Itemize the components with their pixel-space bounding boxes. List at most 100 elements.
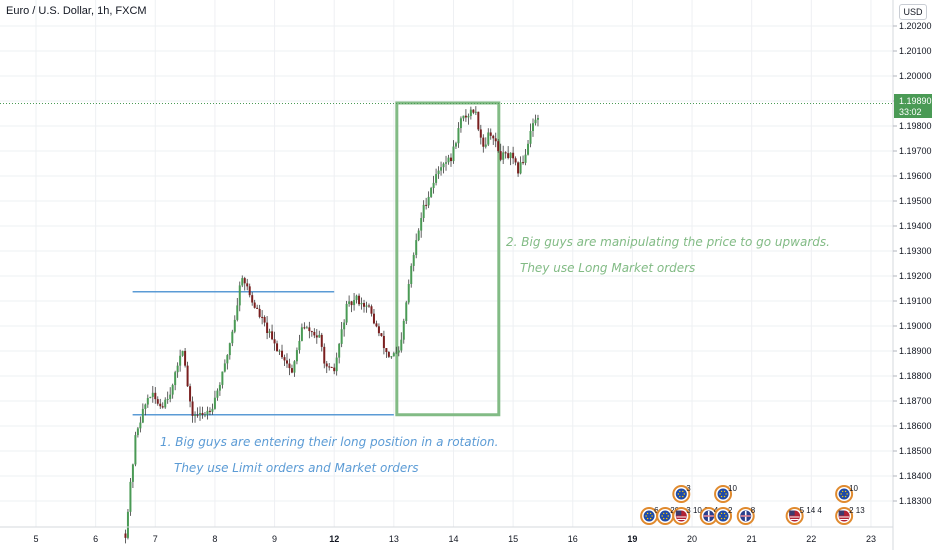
x-tick-label: 22 xyxy=(806,534,816,544)
eu-flag-star xyxy=(666,512,668,515)
eu-flag-star xyxy=(679,495,681,498)
candle-body xyxy=(253,302,256,308)
x-tick-label: 7 xyxy=(153,534,158,544)
x-tick-label: 15 xyxy=(508,534,518,544)
y-tick-label: 1.19500 xyxy=(899,196,932,206)
candle-body xyxy=(310,331,313,333)
eu-flag-star xyxy=(663,512,665,515)
event-marker-eu[interactable]: 10 xyxy=(835,484,859,503)
candle-body xyxy=(126,511,129,538)
event-marker-eu[interactable]: 3 xyxy=(672,484,691,503)
x-tick-label: 5 xyxy=(33,534,38,544)
eu-flag-icon xyxy=(717,510,729,522)
candle-body xyxy=(353,299,356,306)
axes xyxy=(0,0,894,550)
eu-flag-star xyxy=(719,493,721,495)
candle-body xyxy=(223,363,226,372)
event-count: 10 xyxy=(728,484,737,493)
eu-flag-star xyxy=(719,515,721,517)
candle-body xyxy=(405,302,408,321)
candle-body xyxy=(390,356,393,358)
event-marker-us[interactable]: 5 14 4 xyxy=(785,506,823,525)
candle-body xyxy=(213,397,216,409)
candle-body xyxy=(536,118,539,120)
y-tick-label: 1.19400 xyxy=(899,221,932,231)
y-tick-label: 1.20100 xyxy=(899,46,932,56)
candle-body xyxy=(422,204,425,219)
candle-body xyxy=(164,399,167,408)
candle-body xyxy=(201,413,204,415)
candle-body xyxy=(154,392,157,400)
event-count: 3 10 8 xyxy=(686,506,709,515)
event-marker-us[interactable]: 3 10 8 xyxy=(672,506,709,525)
candle-body xyxy=(457,128,460,144)
candle-body xyxy=(199,413,202,416)
candle-body xyxy=(166,398,169,400)
candle-body xyxy=(507,153,510,158)
us-flag-canton xyxy=(838,510,845,516)
candle-body xyxy=(295,350,298,362)
x-tick-label: 14 xyxy=(448,534,458,544)
candle-body xyxy=(519,162,522,174)
candle-body xyxy=(534,119,537,124)
event-marker-uk[interactable]: 8 xyxy=(736,506,756,525)
candle-body xyxy=(290,368,293,373)
candle-body xyxy=(149,396,152,399)
event-marker-eu[interactable]: 6 xyxy=(640,506,659,525)
y-tick-label: 1.19300 xyxy=(899,246,932,256)
eu-flag-star xyxy=(720,495,723,498)
candle-body xyxy=(303,327,306,329)
candle-body xyxy=(308,327,311,332)
y-tick-label: 1.19800 xyxy=(899,121,932,131)
candle-body xyxy=(228,343,231,356)
candle-body xyxy=(191,401,194,416)
event-marker-eu[interactable]: 2 xyxy=(714,506,733,525)
candle-body xyxy=(233,319,236,332)
x-tick-label: 9 xyxy=(272,534,277,544)
y-axis-ticks: 1.202001.201001.200001.199001.198001.197… xyxy=(893,21,932,506)
eu-flag-star xyxy=(725,493,727,495)
x-axis-ticks: 5 6 7 8 9 12 13 14 15 16 19 20 21 22 23 xyxy=(33,534,875,544)
candle-body xyxy=(402,320,405,340)
candle-body xyxy=(134,435,137,465)
eu-flag-icon xyxy=(717,488,729,500)
eu-flag-star xyxy=(661,515,663,517)
eu-flag-star xyxy=(649,512,652,515)
eu-flag-star xyxy=(683,493,686,495)
event-count: 2 13 xyxy=(849,506,865,515)
candle-body xyxy=(323,346,326,364)
currency-button[interactable]: USD xyxy=(899,4,927,20)
candle-body xyxy=(131,464,134,482)
chart-title: Euro / U.S. Dollar, 1h, FXCM xyxy=(6,5,147,17)
candle-body xyxy=(477,111,480,130)
candle-body xyxy=(464,115,467,118)
candles xyxy=(124,106,539,544)
candle-body xyxy=(499,151,502,160)
candle-body xyxy=(509,152,512,158)
candle-body xyxy=(472,109,475,113)
event-count: 8 xyxy=(751,506,756,515)
candle-body xyxy=(258,308,261,317)
candle-body xyxy=(370,306,373,314)
candle-body xyxy=(512,152,515,159)
candle-body xyxy=(263,317,266,323)
candle-body xyxy=(527,143,530,155)
eu-flag-star xyxy=(840,493,842,495)
event-marker-eu[interactable]: 10 xyxy=(714,484,738,503)
candle-body xyxy=(305,327,308,329)
eu-flag-star xyxy=(841,495,844,498)
eu-flag-star xyxy=(723,512,726,515)
event-marker-us[interactable]: 2 13 xyxy=(835,506,865,525)
eu-flag-star xyxy=(663,517,665,520)
candle-body xyxy=(529,130,532,144)
y-tick-label: 1.20000 xyxy=(899,71,932,81)
x-tick-label: 23 xyxy=(866,534,876,544)
candle-body xyxy=(447,157,450,163)
candle-body xyxy=(504,152,507,154)
y-tick-label: 1.18500 xyxy=(899,446,932,456)
eu-flag-star xyxy=(682,490,684,493)
candle-body xyxy=(407,284,410,303)
current-price-label: 1.19890 xyxy=(899,96,932,106)
